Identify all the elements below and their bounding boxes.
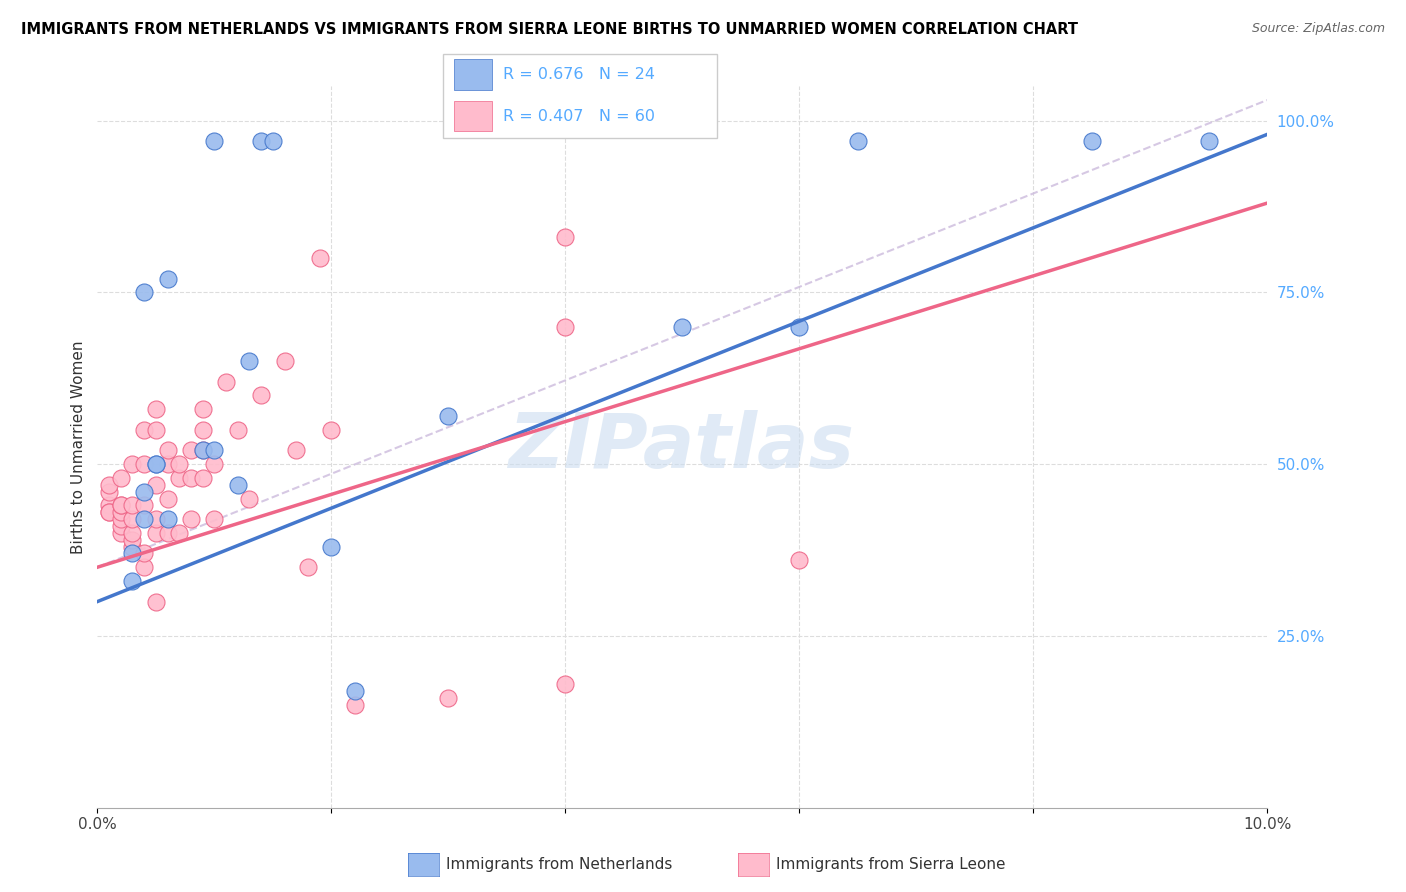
Point <box>437 690 460 705</box>
Point <box>134 512 156 526</box>
Point <box>145 402 167 417</box>
Point <box>156 512 179 526</box>
Point <box>297 560 319 574</box>
Point <box>787 553 810 567</box>
Point <box>215 375 238 389</box>
Text: Immigrants from Sierra Leone: Immigrants from Sierra Leone <box>776 857 1005 871</box>
Point <box>134 457 156 471</box>
Point <box>671 319 693 334</box>
Point <box>156 525 179 540</box>
Point <box>202 443 225 458</box>
Point <box>238 354 260 368</box>
Point <box>343 684 366 698</box>
Point <box>156 443 179 458</box>
Text: IMMIGRANTS FROM NETHERLANDS VS IMMIGRANTS FROM SIERRA LEONE BIRTHS TO UNMARRIED : IMMIGRANTS FROM NETHERLANDS VS IMMIGRANT… <box>21 22 1078 37</box>
Point <box>121 457 143 471</box>
Point <box>121 512 143 526</box>
Point <box>156 491 179 506</box>
Point <box>167 525 190 540</box>
Point <box>145 457 167 471</box>
Point <box>145 423 167 437</box>
Point <box>145 457 167 471</box>
Point <box>98 505 121 519</box>
Point <box>321 423 343 437</box>
Point <box>343 698 366 712</box>
Point <box>308 251 330 265</box>
FancyBboxPatch shape <box>443 54 717 138</box>
Point <box>98 478 121 492</box>
Point <box>110 512 132 526</box>
Point <box>98 484 121 499</box>
Point <box>787 319 810 334</box>
Point <box>554 677 576 691</box>
Point <box>1198 134 1220 148</box>
Point <box>1080 134 1102 148</box>
Point <box>121 574 143 588</box>
Point <box>191 443 214 458</box>
Point <box>554 230 576 244</box>
Point <box>273 354 295 368</box>
Point <box>202 457 225 471</box>
Point <box>98 499 121 513</box>
Point <box>134 499 156 513</box>
Point <box>554 319 576 334</box>
Point <box>202 134 225 148</box>
Point <box>121 525 143 540</box>
Point <box>285 443 308 458</box>
Point <box>134 484 156 499</box>
Point <box>121 499 143 513</box>
Point <box>238 491 260 506</box>
Point <box>110 505 132 519</box>
Point <box>202 512 225 526</box>
Point <box>846 134 869 148</box>
Point <box>134 423 156 437</box>
Text: ZIPatlas: ZIPatlas <box>509 410 855 484</box>
Point <box>110 499 132 513</box>
Point <box>121 533 143 547</box>
Point <box>134 285 156 300</box>
Point <box>250 388 273 402</box>
Point <box>145 594 167 608</box>
Text: Immigrants from Netherlands: Immigrants from Netherlands <box>446 857 672 871</box>
FancyBboxPatch shape <box>454 60 492 90</box>
Point <box>191 471 214 485</box>
Point <box>250 134 273 148</box>
Point <box>191 443 214 458</box>
Point <box>226 478 249 492</box>
Point <box>321 540 343 554</box>
Point <box>167 457 190 471</box>
Text: Source: ZipAtlas.com: Source: ZipAtlas.com <box>1251 22 1385 36</box>
Text: R = 0.676   N = 24: R = 0.676 N = 24 <box>503 67 655 82</box>
Point <box>437 409 460 423</box>
Text: R = 0.407   N = 60: R = 0.407 N = 60 <box>503 109 655 124</box>
Point <box>156 457 179 471</box>
Point <box>98 505 121 519</box>
Point <box>121 540 143 554</box>
Point <box>121 547 143 561</box>
Point <box>110 525 132 540</box>
Point <box>145 512 167 526</box>
Y-axis label: Births to Unmarried Women: Births to Unmarried Women <box>72 340 86 554</box>
Point <box>180 443 202 458</box>
Point <box>145 525 167 540</box>
Point <box>110 519 132 533</box>
Point <box>191 402 214 417</box>
Point <box>191 423 214 437</box>
Point <box>134 547 156 561</box>
Point <box>134 560 156 574</box>
Point <box>156 271 179 285</box>
Point <box>110 499 132 513</box>
Point <box>262 134 284 148</box>
Point <box>180 471 202 485</box>
Point <box>167 471 190 485</box>
Point <box>110 471 132 485</box>
Point <box>226 423 249 437</box>
Point <box>180 512 202 526</box>
Point <box>145 478 167 492</box>
FancyBboxPatch shape <box>454 101 492 131</box>
